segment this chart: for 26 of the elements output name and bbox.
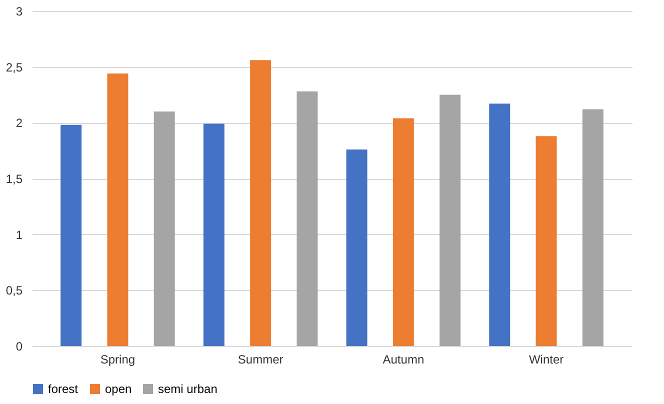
x-tick-label: Autumn — [382, 352, 424, 366]
bar — [107, 74, 128, 346]
legend-label: open — [105, 382, 132, 396]
bar — [203, 124, 224, 346]
x-tick-label: Summer — [238, 352, 284, 366]
bar — [440, 94, 461, 346]
y-tick-label: 0 — [16, 340, 23, 354]
bar — [536, 136, 557, 346]
bar — [582, 109, 604, 346]
bar — [392, 118, 414, 346]
x-tick-label: Spring — [100, 352, 136, 366]
bar — [250, 60, 272, 346]
y-tick-label: 2 — [16, 116, 23, 130]
bar — [489, 104, 510, 346]
x-tick-label: Winter — [528, 352, 564, 366]
legend-label: semi urban — [158, 382, 218, 396]
y-tick-label: 0,5 — [6, 284, 23, 298]
y-tick-label: 1,5 — [6, 172, 23, 186]
bar — [346, 149, 368, 346]
bar — [296, 91, 318, 346]
bar — [154, 112, 175, 346]
y-tick-label: 2,5 — [6, 60, 23, 74]
bar — [60, 124, 82, 346]
y-tick-label: 3 — [16, 4, 23, 18]
y-tick-label: 1 — [16, 228, 23, 242]
legend-label: forest — [48, 382, 79, 396]
